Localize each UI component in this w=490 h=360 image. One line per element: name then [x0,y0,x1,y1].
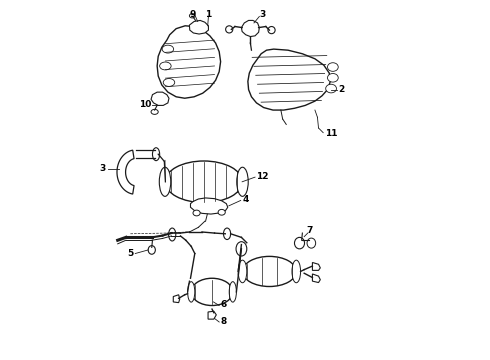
Text: 12: 12 [256,172,269,181]
Ellipse shape [191,278,233,306]
Polygon shape [173,295,180,303]
Polygon shape [248,49,330,110]
Ellipse shape [165,161,243,203]
Polygon shape [313,274,320,283]
Polygon shape [242,21,259,37]
Ellipse shape [326,84,337,93]
Polygon shape [191,198,228,214]
Text: 1: 1 [205,10,212,19]
Ellipse shape [294,237,304,249]
Polygon shape [313,262,320,270]
Polygon shape [157,26,220,98]
Ellipse shape [292,260,300,283]
Text: 5: 5 [127,249,134,258]
Ellipse shape [237,167,248,196]
Ellipse shape [151,109,158,114]
Text: 3: 3 [259,10,266,19]
Ellipse shape [188,282,195,302]
Ellipse shape [236,242,247,256]
Ellipse shape [229,282,236,302]
Ellipse shape [162,45,173,53]
Polygon shape [117,150,134,194]
Ellipse shape [152,148,160,161]
Ellipse shape [327,63,338,71]
Ellipse shape [169,228,176,241]
Ellipse shape [238,260,247,283]
Text: 8: 8 [220,317,227,326]
Ellipse shape [223,228,231,239]
Ellipse shape [243,256,296,287]
Ellipse shape [218,210,225,215]
Ellipse shape [160,62,171,70]
Text: 9: 9 [190,10,196,19]
Ellipse shape [327,73,338,82]
Ellipse shape [225,26,233,33]
Ellipse shape [307,238,316,248]
Text: 11: 11 [324,129,337,138]
Text: 6: 6 [220,300,227,309]
Polygon shape [208,311,216,319]
Ellipse shape [268,27,275,34]
Text: 2: 2 [338,85,344,94]
Text: 10: 10 [139,100,151,109]
Ellipse shape [148,246,155,254]
Text: 4: 4 [242,195,248,204]
Ellipse shape [190,14,195,18]
Ellipse shape [163,78,175,86]
Text: 7: 7 [306,226,313,235]
Polygon shape [151,92,169,105]
Ellipse shape [193,210,200,216]
Ellipse shape [159,167,171,196]
Text: 3: 3 [99,164,106,173]
Polygon shape [190,21,208,34]
